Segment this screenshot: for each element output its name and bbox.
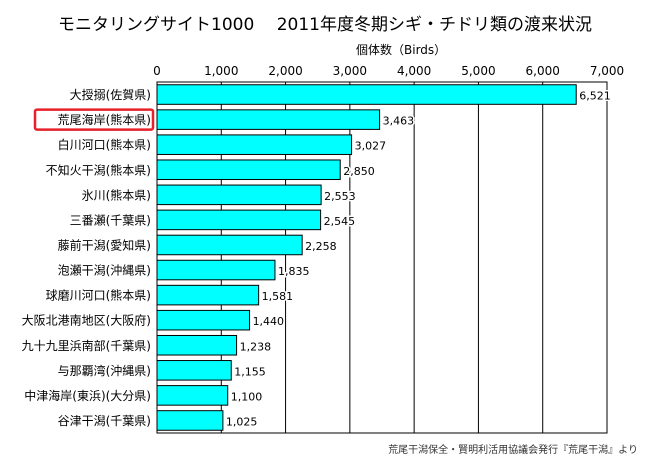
x-axis-title: 個体数（Birds）	[356, 43, 447, 57]
bar	[156, 334, 238, 356]
category-label: 泡瀬干潟(沖縄県)	[58, 263, 151, 278]
category-label: 球磨川河口(熊本県)	[46, 288, 151, 303]
bar	[156, 410, 224, 431]
x-tick-label: 4,000	[397, 64, 431, 78]
bar	[156, 109, 381, 130]
bar	[156, 159, 341, 181]
category-label: 大阪北港南地区(大阪府)	[22, 313, 151, 328]
bar	[156, 309, 251, 331]
bar	[156, 360, 232, 381]
bar	[156, 259, 276, 281]
plot-frame	[156, 81, 608, 434]
category-label: 与那覇湾(沖縄県)	[58, 363, 151, 378]
x-tick-label: 2,000	[268, 64, 302, 78]
category-label: 大授搦(佐賀県)	[70, 87, 151, 102]
x-tick-label: 3,000	[333, 64, 367, 78]
category-label: 荒尾海岸(熊本県)	[58, 112, 151, 127]
data-label: 1,025	[226, 415, 258, 428]
bar	[156, 184, 322, 206]
bar	[156, 284, 260, 306]
data-label: 3,463	[383, 115, 415, 128]
category-label: 中津海岸(東浜)(大分県)	[24, 388, 151, 403]
category-label: 三番瀬(千葉県)	[70, 213, 151, 227]
data-label: 2,850	[343, 165, 375, 178]
bar	[156, 234, 303, 256]
data-label: 1,100	[231, 390, 263, 403]
data-label: 2,258	[305, 240, 337, 253]
data-label: 1,581	[262, 290, 294, 303]
data-label: 6,521	[579, 90, 611, 103]
chart-title: モニタリングサイト1000 2011年度冬期シギ・チドリ類の渡来状況	[58, 15, 592, 35]
data-label: 1,440	[253, 315, 284, 328]
bar	[156, 84, 577, 105]
bar	[156, 209, 322, 231]
category-label: 氷川(熊本県)	[82, 187, 151, 202]
category-label: 谷津干潟(千葉県)	[58, 414, 151, 428]
data-label: 2,545	[324, 215, 356, 228]
x-tick-label: 1,000	[204, 64, 238, 78]
data-label: 1,155	[234, 365, 266, 378]
category-label: 藤前干潟(愛知県)	[58, 237, 151, 252]
source-note: 荒尾干潟保全・賢明利活用協議会発行『荒尾干潟』より	[388, 445, 638, 456]
data-label: 1,835	[278, 265, 310, 278]
x-tick-label: 7,000	[590, 64, 624, 78]
bar	[156, 385, 229, 406]
data-label: 1,238	[240, 340, 271, 353]
highlight-box	[33, 108, 155, 131]
bar	[156, 134, 353, 155]
data-label: 3,027	[355, 140, 387, 153]
category-label: 不知火干潟(熊本県)	[46, 162, 151, 177]
category-label: 白川河口(熊本県)	[58, 137, 151, 152]
x-tick-label: 6,000	[526, 64, 560, 78]
x-tick-label: 5,000	[461, 64, 495, 78]
x-tick-label: 0	[153, 64, 161, 78]
category-label: 九十九里浜南部(千葉県)	[22, 338, 151, 353]
data-label: 2,553	[324, 190, 356, 203]
